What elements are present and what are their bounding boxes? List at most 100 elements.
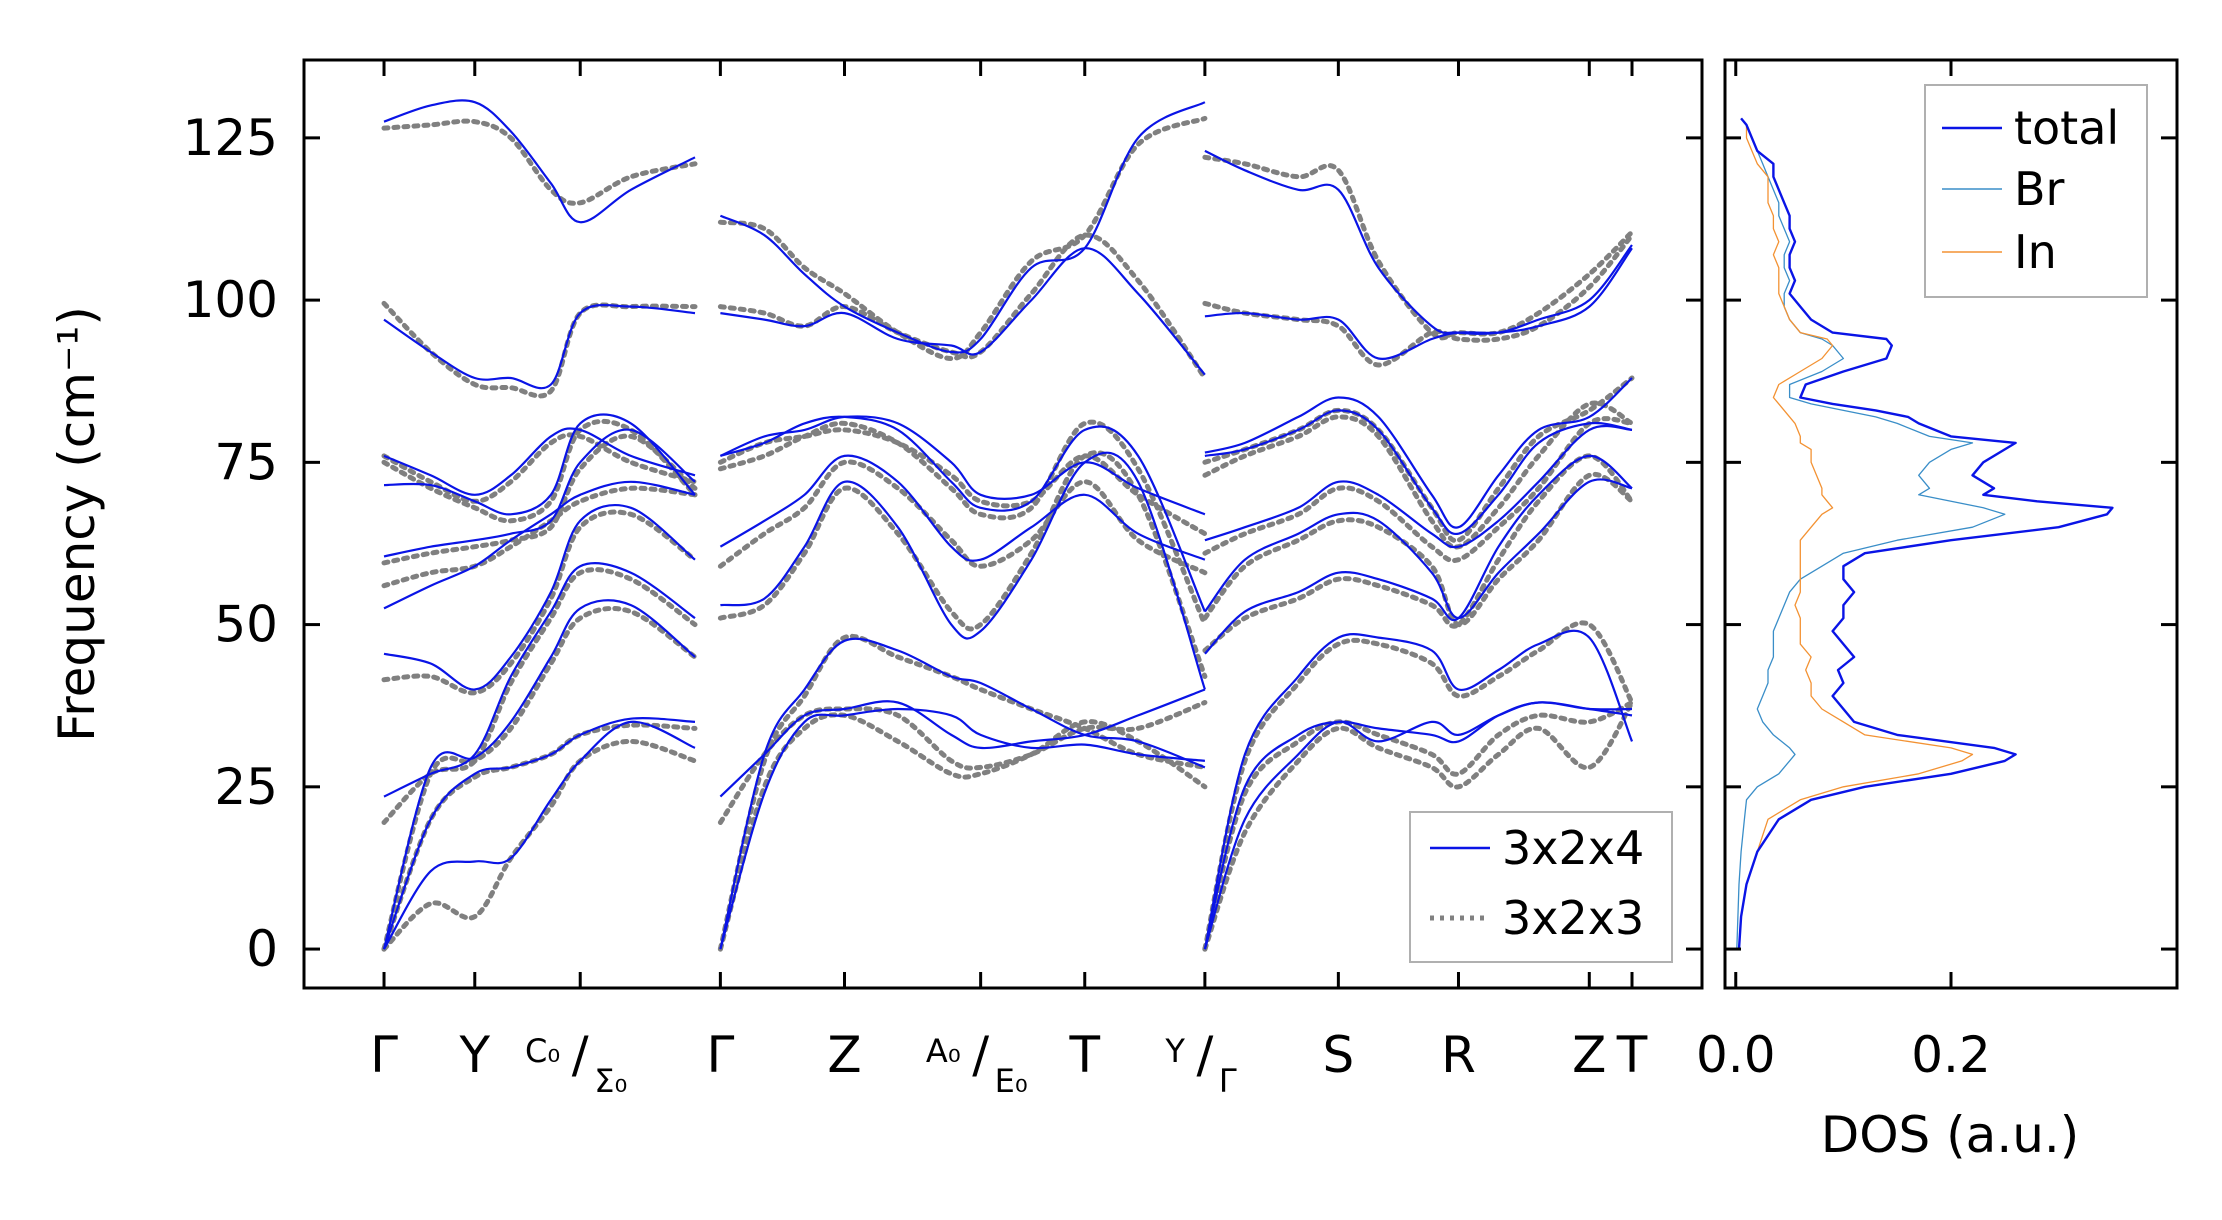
k-tick-label-7: Y / Γ xyxy=(1164,1026,1237,1100)
band-3x2x4-seg0-b5 xyxy=(383,480,696,610)
y-axis-label-main: Frequency (cm⁻¹) xyxy=(48,306,106,742)
band-3x2x4-seg2-b2 xyxy=(1203,629,1634,950)
band-3x2x3-seg1-b8 xyxy=(717,115,1208,362)
k-tick-label-top-7: Y xyxy=(1164,1032,1185,1070)
dos-x-axis-label: DOS (a.u.) xyxy=(1821,1106,2080,1164)
k-tick-label-5: A₀ / E₀ xyxy=(926,1026,1028,1100)
band-3x2x4-seg1-b7 xyxy=(720,247,1206,376)
k-tick-label-top-2: C₀ xyxy=(525,1032,560,1070)
k-tick-label-6: T xyxy=(1068,1026,1100,1084)
band-3x2x4-seg0-b2 xyxy=(382,599,696,950)
band-3x2x4-seg0-b1 xyxy=(382,717,696,950)
band-3x2x4-seg2-b9 xyxy=(1204,149,1633,335)
band-3x2x4-seg0-b3 xyxy=(383,562,696,798)
k-tick-label-slash-2: / xyxy=(572,1026,589,1084)
band-3x2x4-seg1-b6 xyxy=(720,415,1206,613)
band-3x2x4-seg0-b0 xyxy=(383,720,696,950)
dos-legend-box xyxy=(1924,84,2148,298)
band-3x2x4-seg2-b6 xyxy=(1204,409,1633,536)
dos-legend: total Br In xyxy=(1924,84,2148,298)
y-tick-label-0: 0 xyxy=(246,920,278,978)
band-3x2x4-seg1-b0 xyxy=(719,637,1206,950)
k-tick-label-8: S xyxy=(1322,1026,1354,1084)
band-3x2x3-seg1-b4 xyxy=(717,459,1208,576)
k-tick-label-top-5: A₀ xyxy=(926,1032,961,1070)
band-3x2x4-seg1-b4 xyxy=(719,454,1206,562)
dos-y-ticks xyxy=(1725,136,2177,951)
dos-series-br xyxy=(1736,117,2006,950)
y-tick-label-25: 25 xyxy=(214,758,278,816)
legend-label-in: In xyxy=(2014,225,2057,279)
y-tick-label-125: 125 xyxy=(183,109,278,167)
band-3x2x4-seg0-b7 xyxy=(383,413,696,516)
band-3x2x4-seg0-b9 xyxy=(383,303,696,390)
dos-series-in xyxy=(1738,117,1974,950)
dos-panel: 0.0 0.2 DOS (a.u.) total Br In xyxy=(1696,58,2179,1164)
band-3x2x3-seg2-b9 xyxy=(1202,154,1635,341)
band-3x2x3-seg2-b0 xyxy=(1202,700,1635,952)
band-lines xyxy=(381,99,1635,952)
band-legend: 3x2x4 3x2x3 xyxy=(1409,811,1673,963)
band-3x2x3-seg1-b6 xyxy=(717,419,1208,628)
band-3x2x4-seg2-b3 xyxy=(1204,454,1633,655)
k-tick-label-1: Y xyxy=(459,1026,491,1084)
band-3x2x4-seg1-b1 xyxy=(719,707,1206,950)
dos-lines xyxy=(1736,117,2114,950)
k-tick-label-10: Z xyxy=(1572,1026,1606,1084)
k-tick-label-11: T xyxy=(1616,1026,1648,1084)
band-3x2x4-seg2-b5 xyxy=(1204,424,1633,549)
band-3x2x3-seg2-b4 xyxy=(1202,471,1635,628)
k-tick-label-slash-5: / xyxy=(972,1026,989,1084)
y-tick-label-100: 100 xyxy=(183,271,278,329)
band-3x2x3-seg2-b1 xyxy=(1202,700,1635,952)
dos-x-tick-label-0: 0.0 xyxy=(1696,1026,1776,1084)
band-3x2x4-seg0-b8 xyxy=(383,427,696,496)
band-3x2x4-seg2-b8 xyxy=(1204,247,1633,360)
band-3x2x3-seg0-b6 xyxy=(381,433,698,566)
band-3x2x3-seg2-b6 xyxy=(1202,400,1635,550)
k-tick-label-bottom-7: Γ xyxy=(1219,1062,1237,1100)
band-3x2x4-seg1-b5 xyxy=(719,415,1206,516)
band-3x2x4-seg0-b6 xyxy=(383,428,696,558)
band-3x2x3-seg2-b5 xyxy=(1202,416,1635,563)
band-3x2x4-seg1-b8 xyxy=(719,101,1206,354)
k-tick-label-2: C₀ / Σ₀ xyxy=(525,1026,627,1100)
dos-x-ticks: 0.0 0.2 xyxy=(1696,60,1991,1084)
k-tick-label-4: Z xyxy=(827,1026,861,1084)
dos-plot-frame xyxy=(1723,58,2179,990)
band-3x2x4-seg1-b3 xyxy=(720,451,1206,690)
dos-series-total xyxy=(1737,117,2114,950)
band-3x2x4-seg0-b10 xyxy=(383,99,696,224)
band-3x2x3-seg0-b5 xyxy=(381,485,698,589)
k-tick-label-slash-7: / xyxy=(1196,1026,1213,1084)
k-tick-label-9: R xyxy=(1441,1026,1476,1084)
legend-label-3x2x4: 3x2x4 xyxy=(1502,821,1644,875)
k-tick-label-3: Γ xyxy=(706,1026,734,1084)
band-3x2x3-seg0-b8 xyxy=(381,432,698,504)
legend-label-total: total xyxy=(2014,101,2119,155)
y-axis-label: Frequency (cm⁻¹) xyxy=(48,306,106,742)
y-tick-label-50: 50 xyxy=(214,596,278,654)
band-3x2x3-seg1-b3 xyxy=(717,450,1208,679)
y-tick-label-75: 75 xyxy=(214,433,278,491)
band-3x2x4-seg2-b7 xyxy=(1204,377,1633,529)
band-3x2x3-seg2-b3 xyxy=(1202,453,1635,653)
band-3x2x3-seg1-b1 xyxy=(717,712,1208,952)
band-3x2x3-seg1-b5 xyxy=(717,427,1208,537)
band-3x2x3-seg0-b4 xyxy=(381,509,698,696)
band-x-ticks: Γ Y C₀ / Σ₀ Γ Z A₀ / E₀ T Y / Γ S R Z T xyxy=(370,60,1648,1100)
k-tick-label-bottom-2: Σ₀ xyxy=(594,1062,627,1100)
legend-label-3x2x3: 3x2x3 xyxy=(1502,891,1644,945)
band-y-ticks: 0 25 50 75 100 125 xyxy=(183,109,1702,978)
k-tick-label-0: Γ xyxy=(370,1026,398,1084)
band-3x2x3-seg0-b10 xyxy=(381,118,698,206)
band-plot-frame xyxy=(302,58,1704,990)
k-tick-label-bottom-5: E₀ xyxy=(995,1062,1028,1100)
band-3x2x3-seg0-b2 xyxy=(381,606,698,952)
band-3x2x4-seg0-b4 xyxy=(383,504,696,691)
band-legend-box xyxy=(1409,811,1673,963)
legend-label-br: Br xyxy=(2014,162,2065,216)
dos-x-tick-label-1: 0.2 xyxy=(1911,1026,1991,1084)
